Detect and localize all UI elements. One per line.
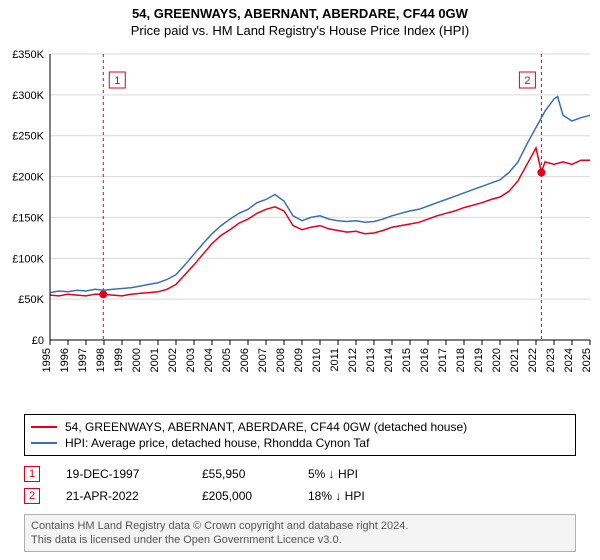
svg-text:£150K: £150K bbox=[12, 212, 44, 224]
svg-text:2015: 2015 bbox=[401, 348, 413, 372]
svg-text:2022: 2022 bbox=[527, 348, 539, 372]
svg-text:2014: 2014 bbox=[383, 348, 395, 372]
svg-text:2016: 2016 bbox=[419, 348, 431, 372]
svg-text:£0: £0 bbox=[32, 335, 44, 347]
legend-box: 54, GREENWAYS, ABERNANT, ABERDARE, CF44 … bbox=[24, 414, 576, 456]
marker-hpi-2: 18% ↓ HPI bbox=[308, 489, 398, 503]
legend-label-hpi: HPI: Average price, detached house, Rhon… bbox=[65, 435, 369, 451]
svg-text:2010: 2010 bbox=[311, 348, 323, 372]
marker-table: 1 19-DEC-1997 £55,950 5% ↓ HPI 2 21-APR-… bbox=[24, 466, 576, 504]
svg-text:1996: 1996 bbox=[59, 348, 71, 372]
legend-swatch-hpi bbox=[31, 442, 57, 444]
svg-text:2019: 2019 bbox=[473, 348, 485, 372]
legend-item-property: 54, GREENWAYS, ABERNANT, ABERDARE, CF44 … bbox=[31, 419, 569, 435]
svg-text:2021: 2021 bbox=[509, 348, 521, 372]
chart-title: 54, GREENWAYS, ABERNANT, ABERDARE, CF44 … bbox=[0, 0, 600, 21]
marker-row-1: 1 19-DEC-1997 £55,950 5% ↓ HPI bbox=[24, 466, 576, 482]
svg-text:1998: 1998 bbox=[95, 348, 107, 372]
svg-text:£50K: £50K bbox=[18, 294, 44, 306]
svg-text:2012: 2012 bbox=[347, 348, 359, 372]
legend-item-hpi: HPI: Average price, detached house, Rhon… bbox=[31, 435, 569, 451]
svg-text:2006: 2006 bbox=[239, 348, 251, 372]
svg-text:2008: 2008 bbox=[275, 348, 287, 372]
svg-text:2018: 2018 bbox=[455, 348, 467, 372]
svg-text:£350K: £350K bbox=[12, 49, 44, 61]
legend-swatch-property bbox=[31, 426, 57, 428]
legend-block: 54, GREENWAYS, ABERNANT, ABERDARE, CF44 … bbox=[24, 414, 576, 510]
svg-text:2009: 2009 bbox=[293, 348, 305, 372]
line-chart-svg: £0 £50K £100K £150K £200K £250K £300K £350K 1995… bbox=[0, 46, 600, 406]
svg-text:1995: 1995 bbox=[41, 348, 53, 372]
marker-hpi-1: 5% ↓ HPI bbox=[308, 467, 398, 481]
footer-line-1: Contains HM Land Registry data © Crown c… bbox=[31, 519, 569, 533]
svg-text:2: 2 bbox=[524, 75, 530, 87]
svg-text:2011: 2011 bbox=[329, 348, 341, 372]
svg-text:2025: 2025 bbox=[581, 348, 593, 372]
svg-text:2002: 2002 bbox=[167, 348, 179, 372]
svg-text:2023: 2023 bbox=[545, 348, 557, 372]
svg-text:1997: 1997 bbox=[77, 348, 89, 372]
svg-text:1: 1 bbox=[114, 75, 120, 87]
svg-text:£100K: £100K bbox=[12, 253, 44, 265]
svg-text:£200K: £200K bbox=[12, 172, 44, 184]
marker-num-2: 2 bbox=[29, 490, 35, 502]
svg-text:2004: 2004 bbox=[203, 348, 215, 372]
svg-text:2017: 2017 bbox=[437, 348, 449, 372]
svg-text:2000: 2000 bbox=[131, 348, 143, 372]
svg-text:2003: 2003 bbox=[185, 348, 197, 372]
marker-row-2: 2 21-APR-2022 £205,000 18% ↓ HPI bbox=[24, 488, 576, 504]
footer-box: Contains HM Land Registry data © Crown c… bbox=[24, 514, 576, 552]
legend-label-property: 54, GREENWAYS, ABERNANT, ABERDARE, CF44 … bbox=[65, 419, 467, 435]
marker-num-1: 1 bbox=[29, 468, 35, 480]
svg-text:2020: 2020 bbox=[491, 348, 503, 372]
footer-line-2: This data is licensed under the Open Gov… bbox=[31, 533, 569, 547]
marker-badge-2: 2 bbox=[24, 488, 40, 504]
chart-area: £0 £50K £100K £150K £200K £250K £300K £350K 1995… bbox=[0, 46, 600, 406]
chart-subtitle: Price paid vs. HM Land Registry's House … bbox=[0, 21, 600, 42]
svg-text:£250K: £250K bbox=[12, 131, 44, 143]
svg-text:1999: 1999 bbox=[113, 348, 125, 372]
svg-text:£300K: £300K bbox=[12, 90, 44, 102]
svg-text:2001: 2001 bbox=[149, 348, 161, 372]
svg-text:2024: 2024 bbox=[563, 348, 575, 372]
svg-text:2013: 2013 bbox=[365, 348, 377, 372]
marker-badge-1: 1 bbox=[24, 466, 40, 482]
marker-price-1: £55,950 bbox=[202, 467, 282, 481]
marker-date-2: 21-APR-2022 bbox=[66, 489, 176, 503]
svg-text:2005: 2005 bbox=[221, 348, 233, 372]
marker-date-1: 19-DEC-1997 bbox=[66, 467, 176, 481]
marker-price-2: £205,000 bbox=[202, 489, 282, 503]
svg-text:2007: 2007 bbox=[257, 348, 269, 372]
